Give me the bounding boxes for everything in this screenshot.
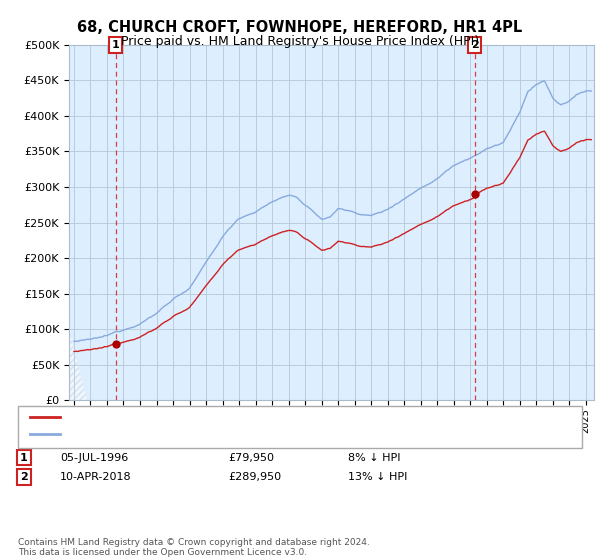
Text: 8% ↓ HPI: 8% ↓ HPI bbox=[348, 452, 401, 463]
Text: Price paid vs. HM Land Registry's House Price Index (HPI): Price paid vs. HM Land Registry's House … bbox=[121, 35, 479, 48]
Text: Contains HM Land Registry data © Crown copyright and database right 2024.
This d: Contains HM Land Registry data © Crown c… bbox=[18, 538, 370, 557]
Text: 1: 1 bbox=[20, 452, 28, 463]
Text: 2: 2 bbox=[471, 40, 479, 50]
Polygon shape bbox=[69, 329, 87, 400]
Text: £289,950: £289,950 bbox=[228, 472, 281, 482]
Text: 68, CHURCH CROFT, FOWNHOPE, HEREFORD, HR1 4PL (detached house): 68, CHURCH CROFT, FOWNHOPE, HEREFORD, HR… bbox=[69, 412, 448, 422]
Text: 13% ↓ HPI: 13% ↓ HPI bbox=[348, 472, 407, 482]
Text: 1: 1 bbox=[112, 40, 119, 50]
Text: 2: 2 bbox=[20, 472, 28, 482]
Text: HPI: Average price, detached house, Herefordshire: HPI: Average price, detached house, Here… bbox=[69, 429, 333, 439]
Text: 68, CHURCH CROFT, FOWNHOPE, HEREFORD, HR1 4PL: 68, CHURCH CROFT, FOWNHOPE, HEREFORD, HR… bbox=[77, 20, 523, 35]
Text: 10-APR-2018: 10-APR-2018 bbox=[60, 472, 131, 482]
Text: £79,950: £79,950 bbox=[228, 452, 274, 463]
Text: 05-JUL-1996: 05-JUL-1996 bbox=[60, 452, 128, 463]
